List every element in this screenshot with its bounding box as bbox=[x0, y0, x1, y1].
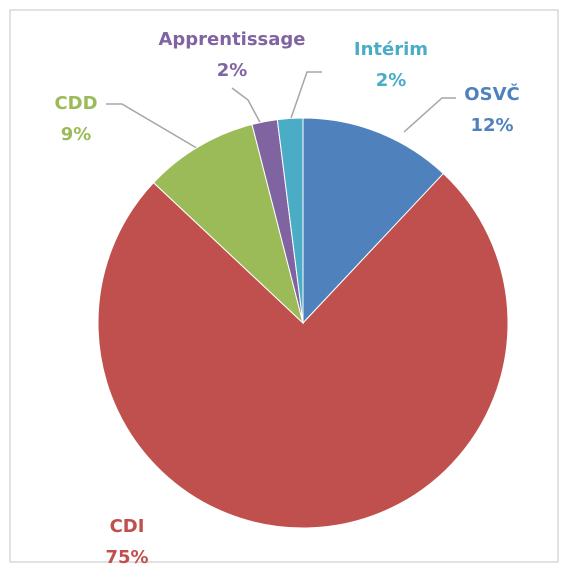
pie-slice bbox=[276, 117, 304, 324]
slice-value-label: 9% bbox=[61, 124, 92, 145]
leader-line bbox=[289, 71, 322, 122]
slice-label: CDD bbox=[54, 93, 97, 114]
leader-line bbox=[231, 87, 263, 127]
pie-slice bbox=[152, 123, 304, 325]
slice-label: CDI bbox=[110, 516, 145, 537]
slice-value-label: 2% bbox=[376, 70, 407, 91]
pie-slice bbox=[302, 117, 445, 325]
slice-label: OSVČ bbox=[464, 83, 519, 105]
leader-lines bbox=[106, 71, 456, 151]
leader-line bbox=[403, 97, 456, 133]
slice-label: Intérim bbox=[354, 39, 428, 60]
slice-value-label: 12% bbox=[470, 115, 513, 136]
leader-line bbox=[106, 103, 201, 151]
slice-label: Apprentissage bbox=[158, 29, 305, 50]
slice-value-label: 75% bbox=[105, 547, 148, 568]
slice-value-label: 2% bbox=[217, 60, 248, 81]
pie-slice bbox=[97, 172, 509, 529]
